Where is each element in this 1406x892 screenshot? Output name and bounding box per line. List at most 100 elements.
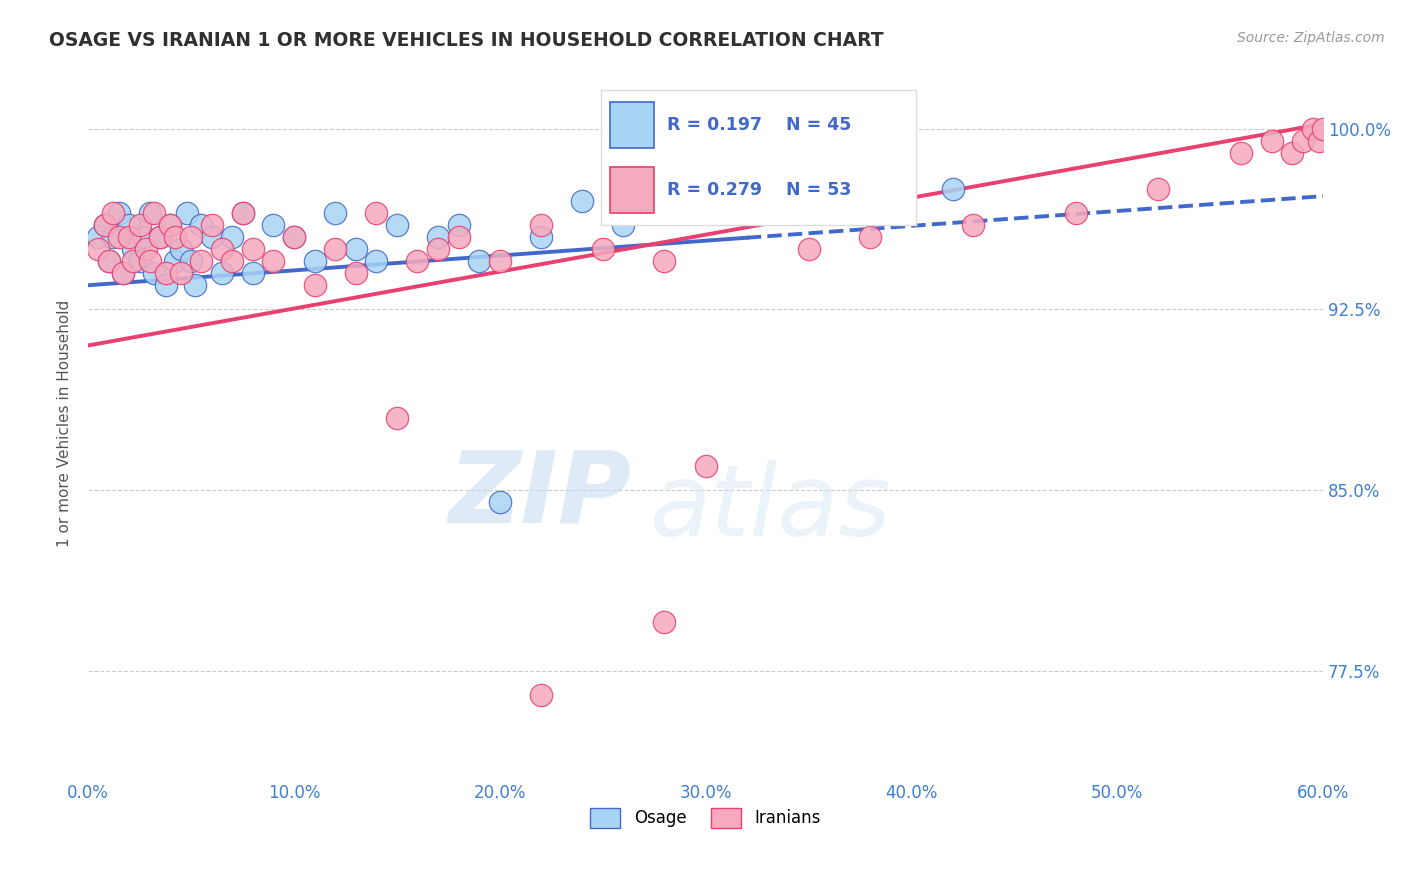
Point [962,218,984,232]
Point [283,230,305,244]
Point [427,242,450,256]
Point [1302,121,1324,136]
Point [323,242,346,256]
Text: Source: ZipAtlas.com: Source: ZipAtlas.com [1237,31,1385,45]
Point [304,254,326,268]
Point [942,182,965,196]
Point [530,218,553,232]
Point [262,218,284,232]
Point [108,230,131,244]
Point [128,254,150,268]
Point [1291,134,1313,148]
Point [170,266,193,280]
Point [149,230,172,244]
Point [859,194,882,208]
Point [122,254,145,268]
Point [1230,145,1253,160]
Point [132,230,155,244]
Point [101,206,124,220]
Point [163,230,186,244]
Point [427,230,450,244]
Point [571,194,593,208]
Point [406,254,429,268]
Point [143,206,166,220]
Point [149,230,172,244]
Point [155,278,177,293]
Text: OSAGE VS IRANIAN 1 OR MORE VEHICLES IN HOUSEHOLD CORRELATION CHART: OSAGE VS IRANIAN 1 OR MORE VEHICLES IN H… [49,31,884,50]
Legend: Osage, Iranians: Osage, Iranians [583,801,828,835]
Point [201,218,224,232]
Point [654,254,676,268]
Point [385,410,408,425]
Point [797,242,820,256]
Point [139,254,162,268]
Point [211,242,233,256]
Point [262,254,284,268]
Point [176,206,198,220]
Point [447,218,470,232]
Point [344,266,367,280]
Point [859,230,882,244]
Point [93,218,115,232]
Point [170,242,193,256]
Point [139,206,162,220]
Point [323,206,346,220]
Point [488,254,510,268]
Point [201,230,224,244]
Point [87,230,110,244]
Point [190,218,212,232]
Point [242,266,264,280]
Point [1147,182,1170,196]
Point [366,206,388,220]
Text: atlas: atlas [650,460,891,558]
Point [180,254,202,268]
Point [447,230,470,244]
Point [592,242,614,256]
Point [1260,134,1282,148]
Point [304,278,326,293]
Point [366,254,388,268]
Point [190,254,212,268]
Point [654,182,676,196]
Point [1312,121,1334,136]
Point [797,182,820,196]
Point [530,688,553,702]
Point [488,495,510,509]
Point [112,266,135,280]
Point [101,230,124,244]
Point [1064,206,1087,220]
Point [242,242,264,256]
Point [231,206,253,220]
Point [159,218,181,232]
Point [695,458,717,473]
Point [530,230,553,244]
Point [87,242,110,256]
Point [97,254,120,268]
Point [221,230,243,244]
Point [118,230,141,244]
Point [122,242,145,256]
Point [1281,145,1303,160]
Point [283,230,305,244]
Point [468,254,491,268]
Point [155,266,177,280]
Point [97,254,120,268]
Point [344,242,367,256]
Point [112,266,135,280]
Point [184,278,207,293]
Point [385,218,408,232]
Point [221,254,243,268]
Text: ZIP: ZIP [449,446,631,543]
Y-axis label: 1 or more Vehicles in Household: 1 or more Vehicles in Household [58,300,72,548]
Point [118,218,141,232]
Point [159,218,181,232]
Point [108,206,131,220]
Point [180,230,202,244]
Point [135,242,157,256]
Point [163,254,186,268]
Point [231,206,253,220]
Point [128,218,150,232]
Point [695,194,717,208]
Point [654,615,676,630]
Point [612,218,634,232]
